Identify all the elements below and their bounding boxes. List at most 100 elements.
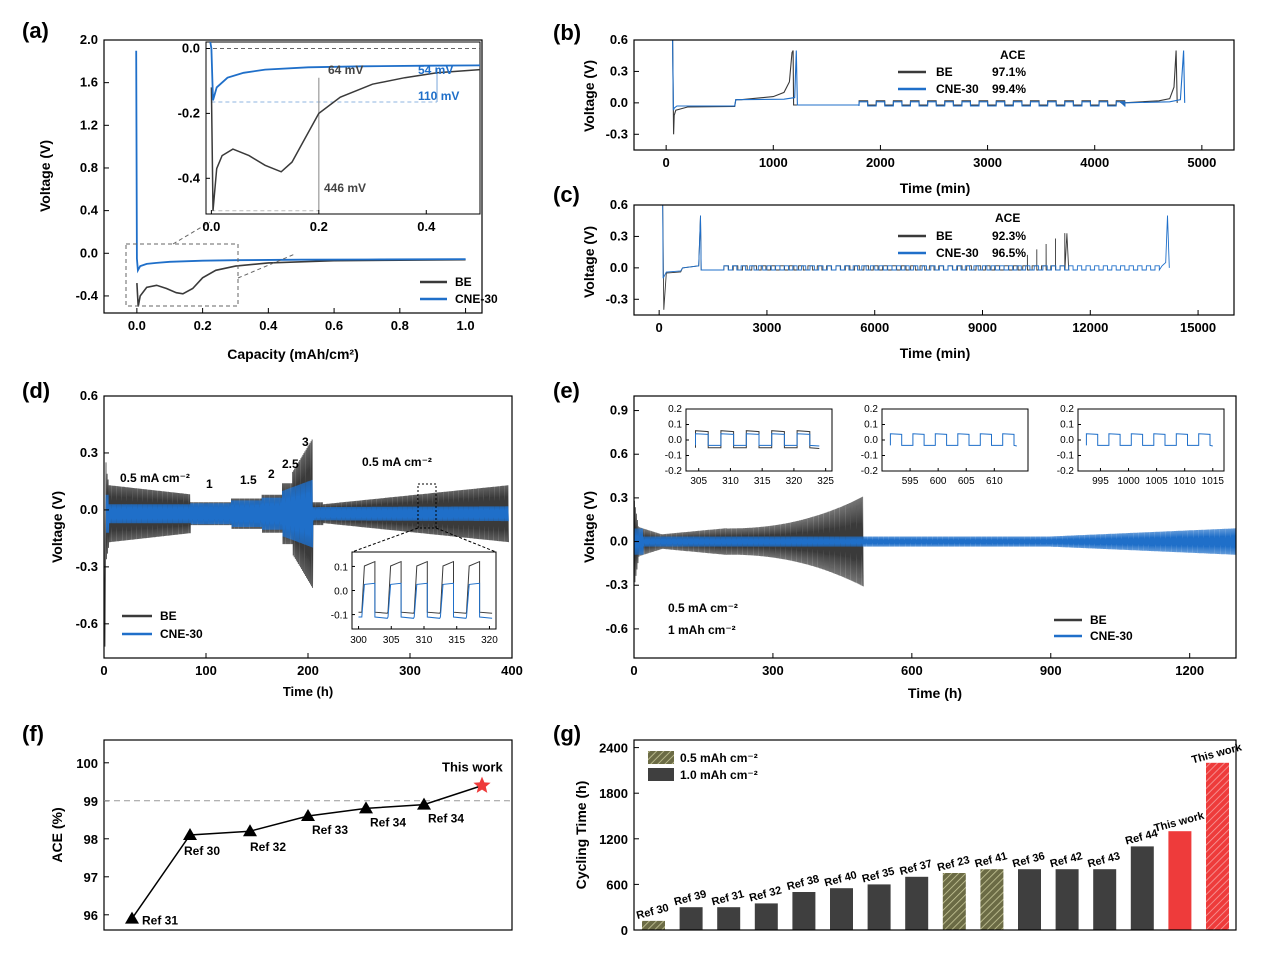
ace-point-label: Ref 34 <box>428 812 464 826</box>
inset-series-be <box>210 68 481 211</box>
inset-x-tick-label: 310 <box>416 635 433 646</box>
y-tick-label: -0.4 <box>76 288 99 303</box>
y-tick-label: 0.3 <box>610 228 628 243</box>
inset-y-tick-label: 0.0 <box>1060 435 1074 446</box>
inset-y-tick-label: 0.2 <box>864 404 878 415</box>
series-be-line <box>672 40 1178 135</box>
chart-d-ylabel: Voltage (V) <box>49 491 65 563</box>
panel-label-a: (a) <box>22 18 49 43</box>
chart-a-zoom-line <box>237 253 296 279</box>
inset-frame <box>1077 408 1225 472</box>
inset-x-tick-label: 0.0 <box>202 219 220 234</box>
y-tick-label: -0.3 <box>606 291 628 306</box>
bar <box>1093 869 1117 930</box>
bar-label: Ref 39 <box>673 888 708 908</box>
chart-g-legend-swatch-0 <box>648 751 674 764</box>
panel-label-f: (f) <box>22 721 44 746</box>
y-tick-label: 0.6 <box>80 388 98 403</box>
chart-a-anno-110mv: 110 mV <box>418 89 459 103</box>
inset-x-tick-label: 320 <box>481 635 498 646</box>
x-tick-label: 1.0 <box>457 318 475 333</box>
chart-e-frame <box>633 395 1237 659</box>
series-cne-line <box>672 40 1186 111</box>
bar <box>905 876 929 930</box>
chart-a-inset-frame <box>205 41 481 215</box>
bar <box>867 884 891 930</box>
series-be-line <box>136 258 466 307</box>
chart-a-xlabel: Capacity (mAh/cm²) <box>227 346 358 362</box>
inset-frame <box>881 408 1029 472</box>
bar-label: Ref 43 <box>1086 850 1121 870</box>
ace-point-label: Ref 32 <box>250 840 286 854</box>
y-tick-label: 0.6 <box>610 32 628 47</box>
chart-g-legend-1: 1.0 mAh cm⁻² <box>680 768 758 782</box>
inset-y-tick-label: -0.2 <box>861 466 879 477</box>
chart-e-capacity-label: 1 mAh cm⁻² <box>668 623 736 637</box>
chart-d-rate-3: 3 <box>302 435 309 449</box>
chart-c-ylabel: Voltage (V) <box>581 226 597 298</box>
x-tick-label: 0.0 <box>128 318 146 333</box>
inset-x-tick-label: 315 <box>448 635 465 646</box>
inset-series-cne <box>889 433 1017 447</box>
chart-a: 0.0 0.2 0.4 0.6 0.8 1.0 -0.4 0.0 0.4 0.8 1.2 1.6 2.… <box>37 32 498 362</box>
y-tick-label: 0.0 <box>80 502 98 517</box>
inset-x-tick-label: 315 <box>754 476 771 487</box>
x-tick-label: 200 <box>297 663 319 678</box>
y-tick-label: 99 <box>84 794 98 809</box>
inset-x-tick-label: 0.4 <box>417 219 436 234</box>
inset-y-tick-label: -0.1 <box>665 451 683 462</box>
x-tick-label: 100 <box>195 663 217 678</box>
inset-x-tick-label: 305 <box>690 476 707 487</box>
inset-x-tick-label: 325 <box>817 476 834 487</box>
y-tick-label: 100 <box>76 756 98 771</box>
bar-label: Ref 40 <box>823 869 858 889</box>
y-tick-label: 0.6 <box>610 446 628 461</box>
x-tick-label: 0.8 <box>391 318 409 333</box>
bar <box>679 907 703 930</box>
chart-c-legend-be: BE <box>936 229 953 243</box>
chart-e: 0 300 600 900 1200 -0.6 -0.3 0.0 0.3 0.6 0.9 Time… <box>581 395 1237 701</box>
bar <box>1130 846 1154 930</box>
inset-x-tick-label: 995 <box>1092 476 1109 487</box>
bar <box>1055 869 1079 930</box>
panel-label-c: (c) <box>553 182 580 207</box>
bar-label: Ref 42 <box>1049 850 1084 870</box>
chart-d-rate-2-5: 2.5 <box>282 457 299 471</box>
inset-y-tick-label: -0.1 <box>331 611 349 622</box>
chart-d-zoom-line <box>435 527 497 553</box>
chart-d-rate-1: 1 <box>206 477 213 491</box>
x-tick-label: 0.4 <box>259 318 278 333</box>
inset-y-tick-label: -0.1 <box>1057 451 1075 462</box>
y-tick-label: 0.0 <box>610 260 628 275</box>
bar <box>1206 762 1229 930</box>
chart-g-ylabel: Cycling Time (h) <box>573 781 589 890</box>
y-tick-label: 0.0 <box>610 95 628 110</box>
inset-x-tick-label: 1000 <box>1117 476 1140 487</box>
series-cne-line <box>105 479 509 548</box>
inset-y-tick-label: -0.4 <box>178 170 201 185</box>
x-tick-label: 600 <box>901 663 923 678</box>
x-tick-label: 1000 <box>759 155 788 170</box>
y-tick-label: 98 <box>84 832 98 847</box>
x-tick-label: 0.6 <box>325 318 343 333</box>
chart-g-frame <box>633 739 1237 931</box>
inset-y-tick-label: 0.1 <box>334 562 348 573</box>
x-tick-label: 300 <box>762 663 784 678</box>
chart-f-frame <box>103 739 513 931</box>
x-tick-label: 0 <box>663 155 670 170</box>
x-tick-label: 3000 <box>973 155 1002 170</box>
ace-point <box>417 797 431 810</box>
inset-x-tick-label: 595 <box>902 476 919 487</box>
inset-series-cne <box>1085 433 1213 447</box>
chart-e-current-label: 0.5 mA cm⁻² <box>668 601 738 615</box>
chart-a-zoom-line <box>172 221 211 245</box>
chart-d-rate-label-2: 0.5 mA cm⁻² <box>362 455 432 469</box>
x-tick-label: 0 <box>100 663 107 678</box>
y-tick-label: 96 <box>84 908 98 923</box>
chart-b-legend-cne: CNE-30 <box>936 82 979 96</box>
panel-label-d: (d) <box>22 378 50 403</box>
bar-label: Ref 37 <box>898 858 933 878</box>
bar-label: Ref 36 <box>1011 850 1046 870</box>
